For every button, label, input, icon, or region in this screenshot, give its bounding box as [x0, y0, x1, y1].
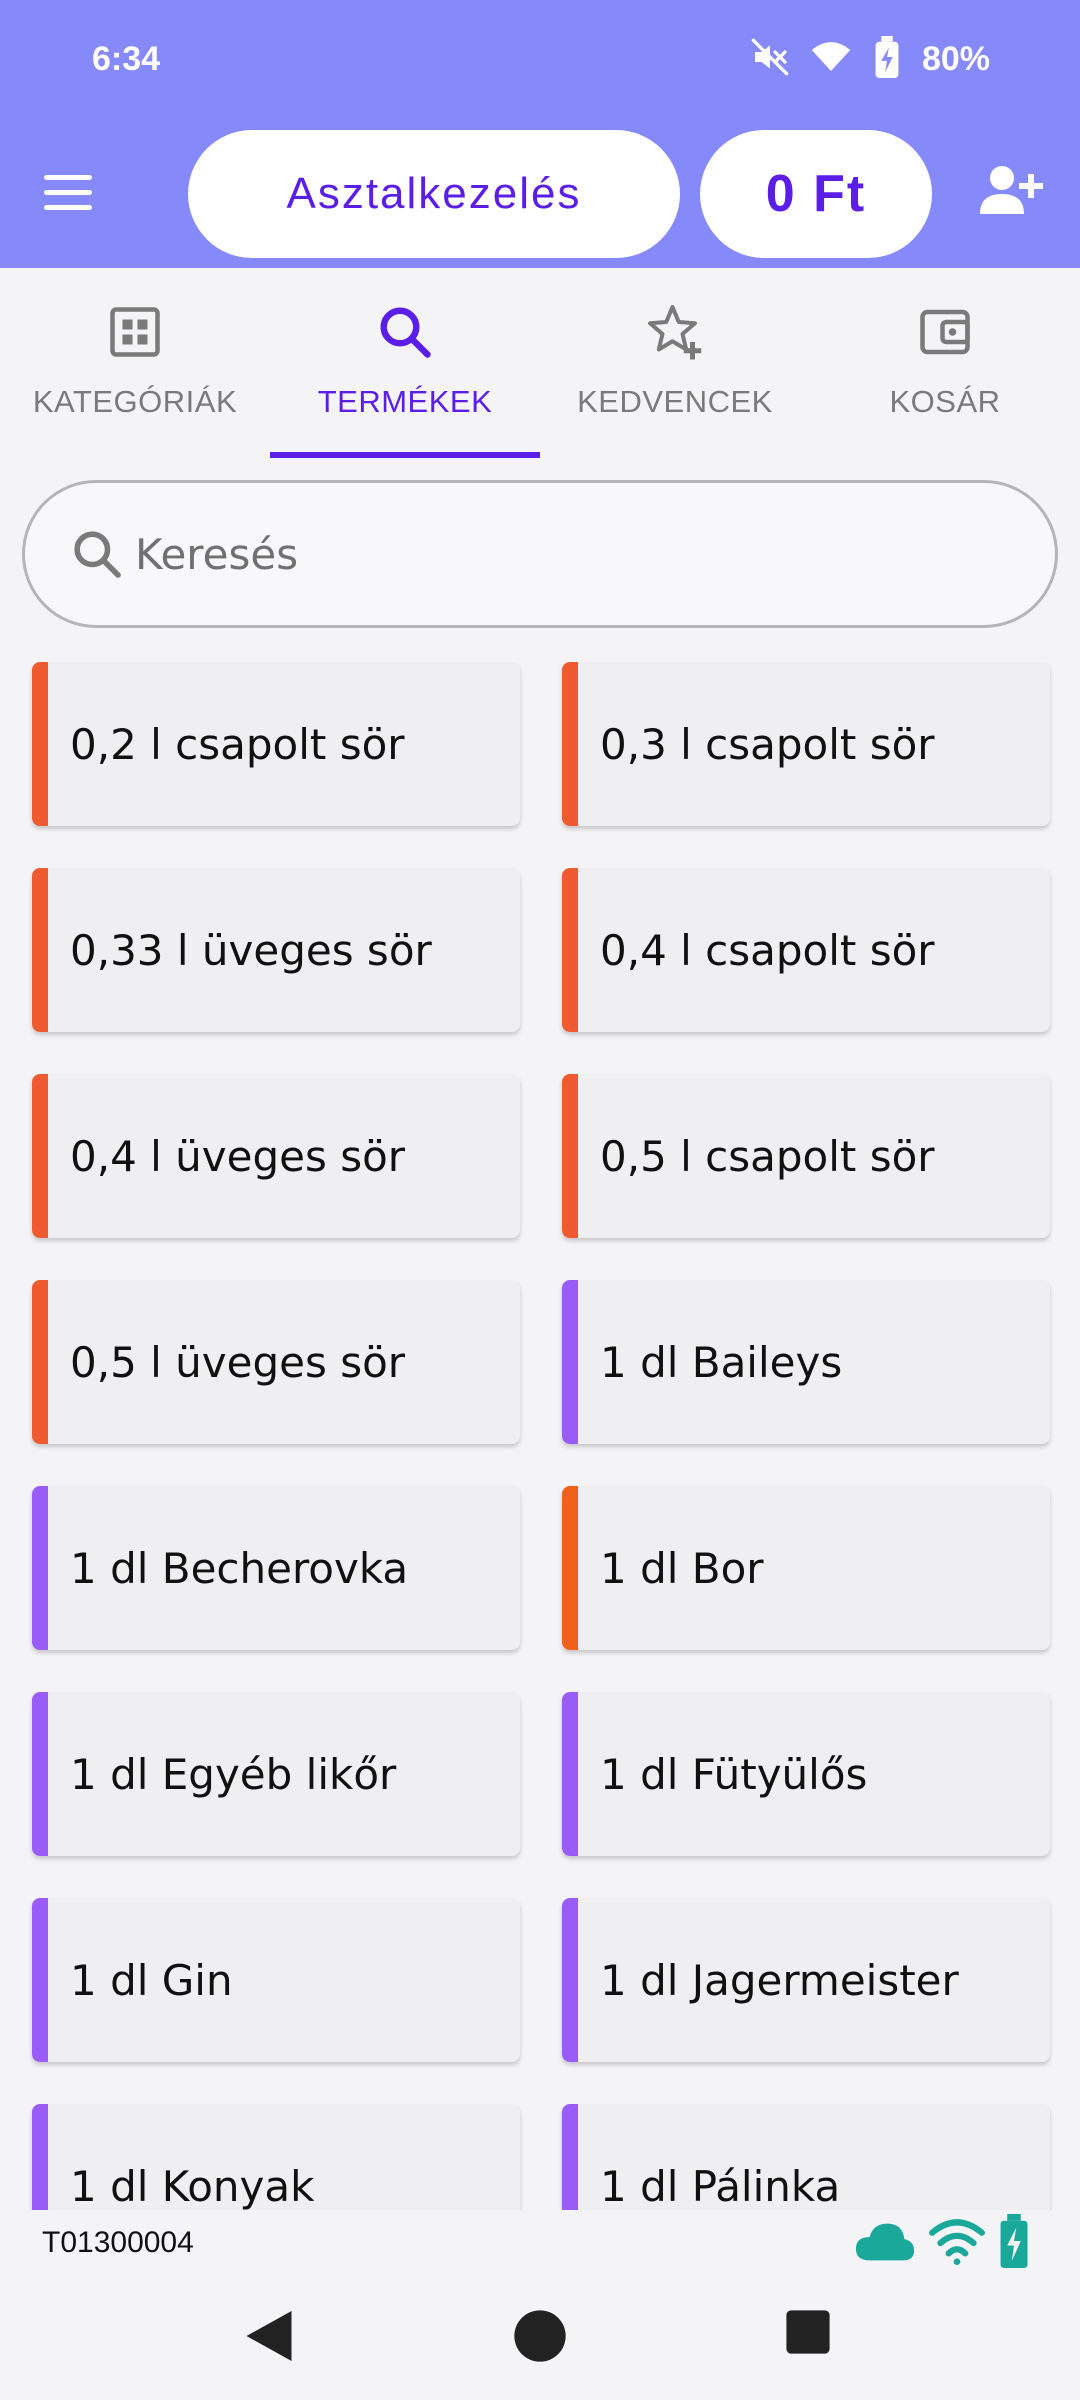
product-card[interactable]: 1 dl Gin [32, 1898, 520, 2062]
hamburger-menu-icon[interactable] [44, 162, 104, 222]
product-name: 1 dl Jagermeister [600, 1955, 959, 2005]
category-color-stripe [562, 1280, 578, 1444]
product-name: 0,3 l csapolt sör [600, 719, 935, 769]
product-card[interactable]: 0,5 l csapolt sör [562, 1074, 1050, 1238]
product-card[interactable]: 1 dl Bor [562, 1486, 1050, 1650]
table-management-button[interactable]: Asztalkezelés [188, 130, 680, 258]
product-name: 1 dl Egyéb likőr [70, 1749, 397, 1799]
product-name: 1 dl Konyak [70, 2161, 315, 2211]
product-name: 1 dl Pálinka [600, 2161, 841, 2211]
category-color-stripe [32, 1280, 48, 1444]
product-card[interactable]: 1 dl Egyéb likőr [32, 1692, 520, 1856]
category-color-stripe [32, 1692, 48, 1856]
category-color-stripe [562, 1074, 578, 1238]
battery-icon [872, 36, 902, 82]
wallet-icon [915, 302, 975, 362]
tab-cart[interactable]: KOSÁR [810, 268, 1080, 458]
status-bar: 6:34 80% [0, 0, 1080, 120]
product-card[interactable]: 0,4 l csapolt sör [562, 868, 1050, 1032]
product-name: 1 dl Gin [70, 1955, 233, 2005]
search-box[interactable] [22, 480, 1058, 628]
product-card[interactable]: 0,2 l csapolt sör [32, 662, 520, 826]
mute-icon [750, 37, 790, 81]
star-plus-icon [645, 302, 705, 362]
battery-percent: 80% [921, 39, 990, 78]
category-color-stripe [32, 1074, 48, 1238]
product-name: 0,5 l üveges sör [70, 1337, 406, 1387]
wifi-icon [928, 2216, 986, 2270]
tab-favorites[interactable]: KEDVENCEK [540, 268, 810, 458]
cloud-icon [854, 2216, 916, 2270]
product-name: 0,5 l csapolt sör [600, 1131, 935, 1181]
product-card[interactable]: 0,3 l csapolt sör [562, 662, 1050, 826]
search-icon [375, 302, 435, 362]
category-color-stripe [562, 1898, 578, 2062]
grid-icon [105, 302, 165, 362]
product-name: 0,33 l üveges sör [70, 925, 432, 975]
home-icon[interactable] [512, 2308, 572, 2368]
status-icons: 80% [750, 36, 990, 82]
product-card[interactable]: 1 dl Jagermeister [562, 1898, 1050, 2062]
tab-categories[interactable]: KATEGÓRIÁK [0, 268, 270, 458]
status-time: 6:34 [92, 40, 161, 78]
product-name: 0,2 l csapolt sör [70, 719, 405, 769]
back-icon[interactable] [244, 2308, 304, 2368]
tab-label: KOSÁR [889, 384, 1001, 419]
category-color-stripe [32, 1898, 48, 2062]
total-amount-button[interactable]: 0 Ft [700, 130, 932, 258]
category-color-stripe [562, 1486, 578, 1650]
recents-icon[interactable] [784, 2308, 844, 2368]
add-user-icon[interactable] [980, 162, 1050, 222]
tab-bar: KATEGÓRIÁK TERMÉKEK KEDVENCEK KOSÁR [0, 268, 1080, 458]
category-color-stripe [562, 662, 578, 826]
terminal-id: T01300004 [42, 2226, 194, 2259]
product-name: 1 dl Bor [600, 1543, 764, 1593]
category-color-stripe [32, 662, 48, 826]
search-icon [69, 526, 125, 582]
connection-status-icons [854, 2214, 1030, 2272]
product-name: 1 dl Fütyülős [600, 1749, 868, 1799]
system-nav-bar [0, 2278, 1080, 2400]
product-name: 0,4 l üveges sör [70, 1131, 406, 1181]
product-card[interactable]: 0,4 l üveges sör [32, 1074, 520, 1238]
category-color-stripe [32, 868, 48, 1032]
product-name: 1 dl Baileys [600, 1337, 843, 1387]
product-card[interactable]: 1 dl Fütyülős [562, 1692, 1050, 1856]
product-name: 1 dl Becherovka [70, 1543, 409, 1593]
product-grid: 0,2 l csapolt sör 0,3 l csapolt sör 0,33… [0, 662, 1080, 2210]
category-color-stripe [562, 2104, 578, 2210]
product-name: 0,4 l csapolt sör [600, 925, 935, 975]
product-card[interactable]: 1 dl Baileys [562, 1280, 1050, 1444]
app-bar: 6:34 80% Aszt [0, 0, 1080, 268]
category-color-stripe [32, 2104, 48, 2210]
product-card[interactable]: 1 dl Konyak [32, 2104, 520, 2210]
tab-products[interactable]: TERMÉKEK [270, 268, 540, 458]
wifi-icon [810, 36, 852, 82]
product-card[interactable]: 1 dl Becherovka [32, 1486, 520, 1650]
search-input[interactable] [135, 529, 995, 579]
tab-label: KEDVENCEK [577, 384, 773, 419]
category-color-stripe [562, 868, 578, 1032]
category-color-stripe [562, 1692, 578, 1856]
product-card[interactable]: 1 dl Pálinka [562, 2104, 1050, 2210]
product-card[interactable]: 0,5 l üveges sör [32, 1280, 520, 1444]
tab-label: TERMÉKEK [317, 384, 493, 419]
product-card[interactable]: 0,33 l üveges sör [32, 868, 520, 1032]
active-tab-indicator [270, 452, 540, 458]
tab-label: KATEGÓRIÁK [32, 384, 238, 419]
category-color-stripe [32, 1486, 48, 1650]
battery-charging-icon [998, 2214, 1030, 2272]
footer-status-bar: T01300004 [0, 2210, 1080, 2278]
